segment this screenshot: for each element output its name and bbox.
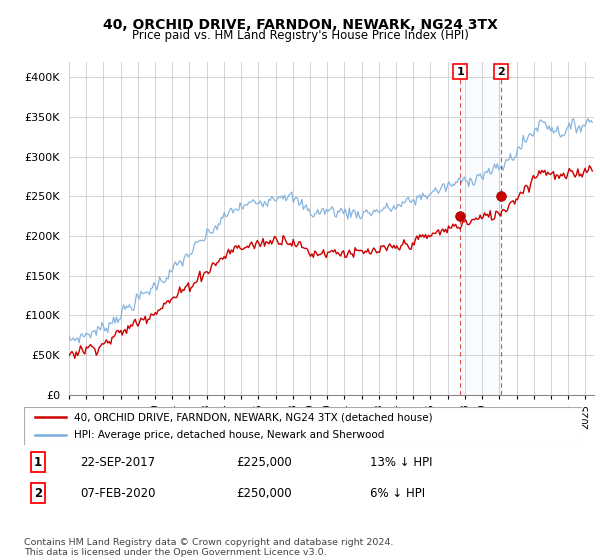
Text: £225,000: £225,000 bbox=[236, 456, 292, 469]
Text: HPI: Average price, detached house, Newark and Sherwood: HPI: Average price, detached house, Newa… bbox=[74, 430, 385, 440]
Text: Contains HM Land Registry data © Crown copyright and database right 2024.
This d: Contains HM Land Registry data © Crown c… bbox=[24, 538, 394, 557]
Text: 2: 2 bbox=[34, 487, 42, 500]
Text: 40, ORCHID DRIVE, FARNDON, NEWARK, NG24 3TX: 40, ORCHID DRIVE, FARNDON, NEWARK, NG24 … bbox=[103, 18, 497, 32]
Text: 2: 2 bbox=[497, 67, 505, 77]
Text: 40, ORCHID DRIVE, FARNDON, NEWARK, NG24 3TX (detached house): 40, ORCHID DRIVE, FARNDON, NEWARK, NG24 … bbox=[74, 412, 433, 422]
Text: Price paid vs. HM Land Registry's House Price Index (HPI): Price paid vs. HM Land Registry's House … bbox=[131, 29, 469, 42]
Bar bbox=[460, 62, 501, 395]
Text: 6% ↓ HPI: 6% ↓ HPI bbox=[370, 487, 425, 500]
Text: 1: 1 bbox=[456, 67, 464, 77]
Text: 13% ↓ HPI: 13% ↓ HPI bbox=[370, 456, 433, 469]
Text: 07-FEB-2020: 07-FEB-2020 bbox=[80, 487, 155, 500]
Text: 22-SEP-2017: 22-SEP-2017 bbox=[80, 456, 155, 469]
Text: 1: 1 bbox=[34, 456, 42, 469]
Text: £250,000: £250,000 bbox=[236, 487, 292, 500]
